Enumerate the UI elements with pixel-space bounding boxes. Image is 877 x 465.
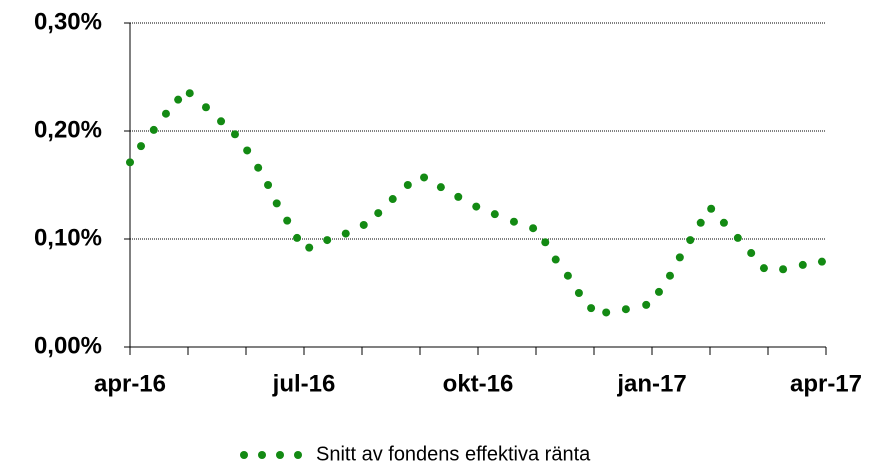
point bbox=[719, 218, 728, 227]
point bbox=[665, 271, 674, 280]
point bbox=[137, 142, 146, 151]
point bbox=[509, 217, 518, 226]
point bbox=[602, 308, 611, 317]
point bbox=[696, 218, 705, 227]
point bbox=[587, 304, 596, 313]
point bbox=[779, 265, 788, 274]
point bbox=[388, 195, 397, 204]
y-tick-label: 0,10% bbox=[34, 224, 102, 251]
point bbox=[707, 204, 716, 213]
point bbox=[126, 158, 134, 167]
point bbox=[654, 287, 663, 296]
point bbox=[420, 173, 429, 182]
legend-marker bbox=[294, 451, 302, 459]
x-tick-label: jul-16 bbox=[272, 370, 336, 397]
point bbox=[243, 146, 252, 155]
point bbox=[149, 125, 158, 134]
point bbox=[254, 163, 263, 172]
point bbox=[217, 117, 226, 126]
point bbox=[686, 236, 695, 245]
point bbox=[403, 181, 412, 189]
x-tick-label: jan-17 bbox=[616, 370, 686, 397]
point bbox=[305, 243, 314, 252]
x-tick-label: apr-16 bbox=[94, 370, 166, 397]
point bbox=[490, 210, 499, 219]
point bbox=[230, 130, 239, 139]
point bbox=[161, 109, 170, 118]
point bbox=[185, 89, 194, 98]
point bbox=[798, 260, 807, 269]
legend-label: Snitt av fondens effektiva ränta bbox=[316, 443, 591, 465]
point bbox=[817, 257, 826, 266]
point bbox=[529, 224, 538, 233]
point bbox=[174, 95, 183, 104]
point bbox=[541, 238, 550, 247]
legend-marker bbox=[276, 451, 284, 459]
legend-marker bbox=[258, 451, 266, 459]
point bbox=[264, 181, 273, 189]
legend-marker bbox=[240, 451, 248, 459]
x-tick-label: apr-17 bbox=[790, 370, 862, 397]
point bbox=[642, 300, 651, 309]
point bbox=[374, 209, 383, 218]
point bbox=[454, 192, 463, 201]
point bbox=[563, 271, 572, 280]
point bbox=[733, 233, 742, 242]
point bbox=[747, 249, 756, 258]
y-tick-label: 0,30% bbox=[34, 8, 102, 35]
point bbox=[675, 253, 684, 262]
y-tick-label: 0,20% bbox=[34, 116, 102, 143]
y-tick-label: 0,00% bbox=[34, 332, 102, 359]
point bbox=[272, 199, 281, 208]
point bbox=[323, 236, 332, 245]
point bbox=[436, 183, 445, 192]
point bbox=[551, 255, 560, 264]
point bbox=[359, 220, 368, 229]
point bbox=[472, 202, 481, 211]
point bbox=[341, 229, 350, 238]
point bbox=[621, 305, 630, 314]
point bbox=[293, 233, 302, 242]
x-tick-label: okt-16 bbox=[443, 370, 514, 397]
point bbox=[759, 264, 768, 273]
point bbox=[201, 103, 210, 112]
point bbox=[283, 216, 292, 225]
point bbox=[574, 289, 583, 297]
